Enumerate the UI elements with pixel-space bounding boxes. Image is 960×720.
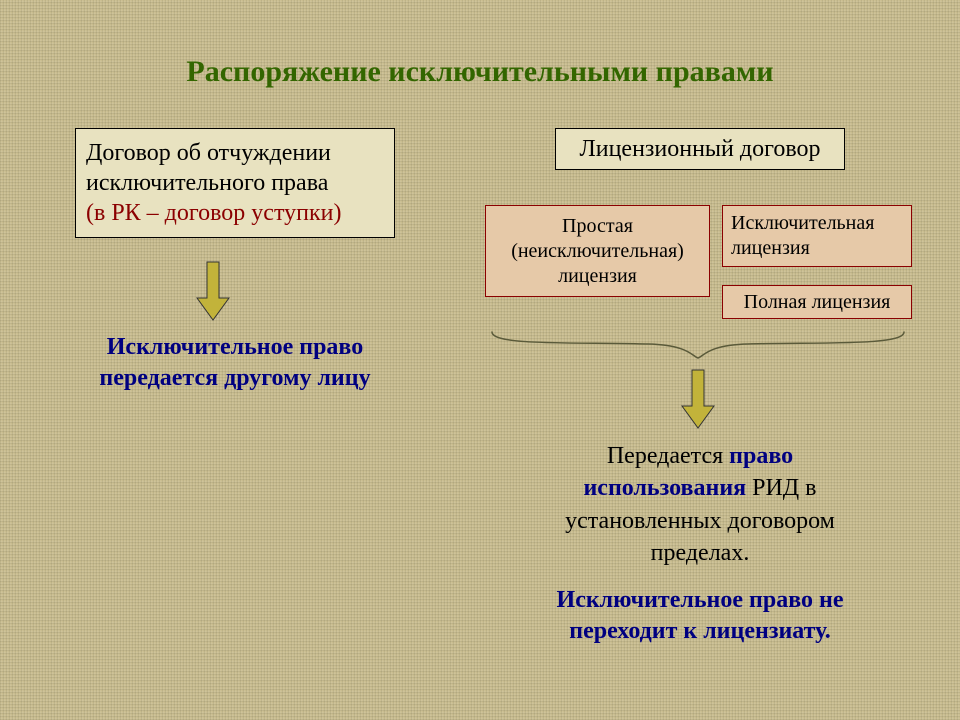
arrow-down-icon (680, 368, 716, 430)
line: Исключительная (731, 212, 874, 234)
line: Простая (562, 215, 633, 237)
line: пределах. (651, 540, 750, 566)
line: Исключительное право (107, 334, 363, 360)
line: исключительного права (86, 170, 328, 196)
curly-brace-icon (488, 328, 908, 362)
arrow-shape (682, 370, 714, 428)
page-title: Распоряжение исключительными правами (110, 55, 850, 95)
box-exclusive-license: Исключительная лицензия (722, 205, 912, 267)
caption-usage-right: Передается право использования РИД в уст… (520, 440, 880, 570)
arrow-down-icon (195, 260, 231, 322)
caption-right-not-transferred: Исключительное право не переходит к лице… (510, 585, 890, 655)
line: передается другому лицу (99, 365, 370, 391)
box-simple-license: Простая (неисключительная) лицензия (485, 205, 710, 297)
box-content: Простая (неисключительная) лицензия (511, 214, 684, 289)
box-full-license: Полная лицензия (722, 285, 912, 319)
line: лицензия (731, 237, 810, 259)
line: лицензия (558, 265, 637, 287)
emph: право (729, 443, 793, 469)
caption-exclusive-right-transfer: Исключительное право передается другому … (65, 332, 405, 402)
line: установленных договором (565, 508, 835, 534)
line: (неисключительная) (511, 240, 684, 262)
line: Исключительное право не (557, 587, 844, 613)
brace-path (492, 332, 904, 358)
text: Передается (607, 443, 729, 469)
box-license-contract: Лицензионный договор (555, 128, 845, 170)
line: переходит к лицензиату. (569, 618, 831, 644)
box-content: Договор об отчуждении исключительного пр… (86, 138, 384, 228)
emph: использования (583, 475, 746, 501)
text: РИД в (746, 475, 816, 501)
box-alienation-contract: Договор об отчуждении исключительного пр… (75, 128, 395, 238)
line: (в РК – договор уступки) (86, 200, 341, 226)
box-content: Исключительная лицензия (723, 211, 911, 261)
arrow-shape (197, 262, 229, 320)
line: Договор об отчуждении (86, 140, 331, 166)
